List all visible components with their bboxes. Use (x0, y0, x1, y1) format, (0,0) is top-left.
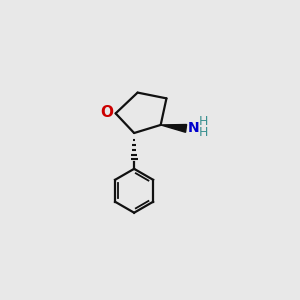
Polygon shape (161, 124, 187, 132)
Text: H: H (198, 116, 208, 128)
Text: N: N (188, 121, 200, 135)
Text: O: O (100, 105, 113, 120)
Text: H: H (198, 126, 208, 139)
